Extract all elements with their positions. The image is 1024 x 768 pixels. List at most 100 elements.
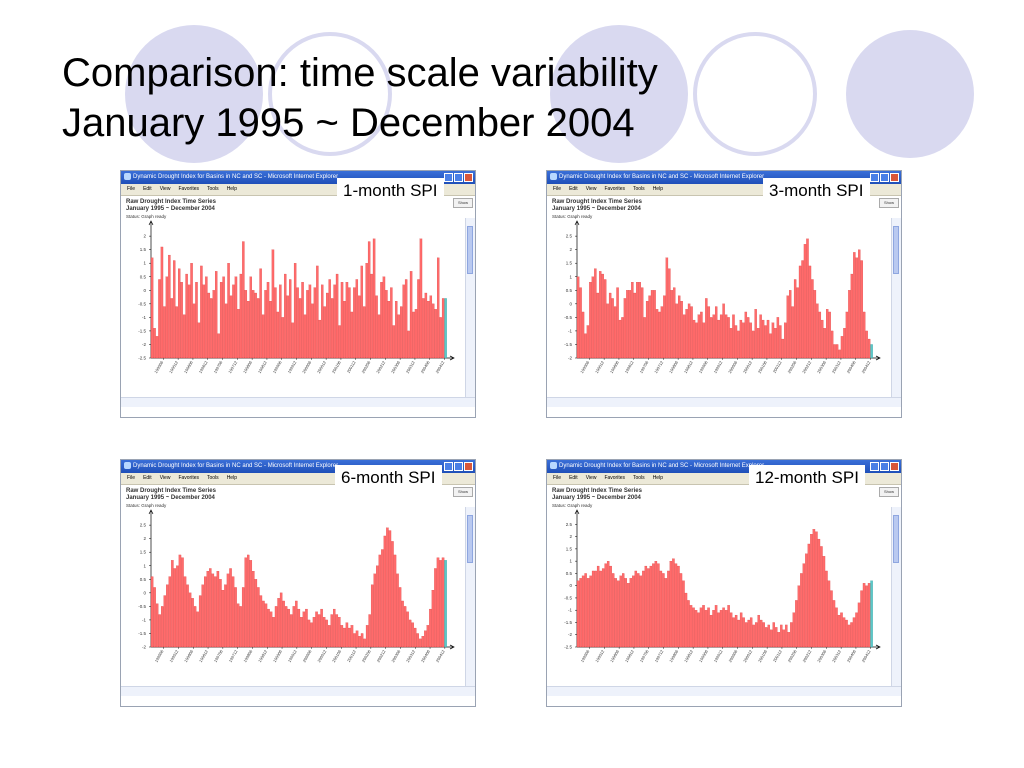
bar — [645, 301, 649, 359]
x-tick-label: 200012 — [742, 359, 753, 374]
bar — [766, 319, 770, 359]
bar — [386, 527, 389, 648]
menu-view[interactable]: View — [585, 186, 597, 192]
x-tick-label: 199906 — [272, 359, 283, 374]
scrollbar-thumb[interactable] — [893, 226, 899, 274]
bar — [419, 638, 422, 648]
bar — [729, 328, 733, 359]
bar — [378, 554, 382, 648]
minimize-button[interactable] — [444, 173, 453, 182]
bar — [692, 607, 695, 648]
menu-tools[interactable]: Tools — [633, 186, 645, 192]
menu-favorites[interactable]: Favorites — [178, 475, 199, 481]
vertical-scrollbar[interactable] — [465, 507, 475, 687]
vertical-scrollbar[interactable] — [891, 218, 901, 398]
bar — [690, 306, 693, 359]
browser-content: Raw Drought Index Time Series January 199… — [121, 196, 475, 407]
menu-edit[interactable]: Edit — [569, 475, 578, 481]
close-button[interactable] — [464, 173, 473, 182]
bar — [667, 570, 670, 648]
maximize-button[interactable] — [454, 173, 463, 182]
horizontal-scrollbar[interactable] — [121, 397, 475, 407]
x-tick-label: 200206 — [360, 359, 371, 374]
close-button[interactable] — [464, 462, 473, 471]
close-button[interactable] — [890, 462, 899, 471]
panel-12-month: Dynamic Drought Index for Basins in NC a… — [546, 459, 902, 707]
y-tick-label: 1 — [143, 563, 146, 568]
bar — [360, 633, 364, 648]
menu-favorites[interactable]: Favorites — [178, 186, 199, 192]
minimize-button[interactable] — [870, 462, 879, 471]
x-tick-label: 200212 — [376, 648, 387, 663]
maximize-button[interactable] — [454, 462, 463, 471]
bar — [653, 290, 656, 359]
bar — [660, 306, 664, 359]
maximize-button[interactable] — [880, 462, 889, 471]
menu-edit[interactable]: Edit — [143, 186, 152, 192]
bar — [737, 330, 740, 359]
bar — [584, 573, 587, 648]
scrollbar-thumb[interactable] — [893, 515, 899, 563]
show-button[interactable]: Show — [879, 198, 899, 208]
minimize-button[interactable] — [444, 462, 453, 471]
scrollbar-thumb[interactable] — [467, 515, 473, 563]
bar — [224, 584, 227, 648]
bar — [579, 287, 582, 359]
menu-view[interactable]: View — [159, 475, 171, 481]
menu-file[interactable]: File — [553, 186, 562, 192]
bar — [837, 614, 841, 648]
maximize-button[interactable] — [880, 173, 889, 182]
menu-tools[interactable]: Tools — [207, 186, 219, 192]
bar — [427, 301, 430, 359]
show-button[interactable]: Show — [453, 487, 473, 497]
bar — [604, 279, 607, 359]
browser-content: Raw Drought Index Time Series January 199… — [547, 485, 901, 696]
minimize-button[interactable] — [870, 173, 879, 182]
x-tick-label: 200306 — [816, 359, 827, 374]
menu-file[interactable]: File — [127, 186, 136, 192]
bar — [393, 554, 397, 648]
bar — [797, 585, 801, 648]
menu-edit[interactable]: Edit — [569, 186, 578, 192]
horizontal-scrollbar[interactable] — [121, 686, 475, 696]
menu-tools[interactable]: Tools — [633, 475, 645, 481]
menu-help[interactable]: Help — [652, 475, 663, 481]
menu-view[interactable]: View — [159, 186, 171, 192]
close-button[interactable] — [890, 173, 899, 182]
vertical-scrollbar[interactable] — [465, 218, 475, 398]
bar — [413, 627, 417, 648]
x-tick-label: 200406 — [420, 359, 431, 374]
menu-help[interactable]: Help — [226, 475, 237, 481]
bar — [749, 617, 753, 648]
spi-label-3-month: 3-month SPI — [763, 178, 870, 204]
bar — [182, 314, 186, 359]
menu-edit[interactable]: Edit — [143, 475, 152, 481]
spi-label-12-month: 12-month SPI — [749, 465, 865, 491]
vertical-scrollbar[interactable] — [891, 507, 901, 687]
horizontal-scrollbar[interactable] — [547, 397, 901, 407]
bar — [282, 600, 285, 648]
slide-title-line2: January 1995 ~ December 2004 — [62, 101, 635, 145]
menu-file[interactable]: File — [553, 475, 562, 481]
bar — [417, 279, 420, 359]
horizontal-scrollbar[interactable] — [547, 686, 901, 696]
menu-help[interactable]: Help — [226, 186, 237, 192]
menu-help[interactable]: Help — [652, 186, 663, 192]
bar — [724, 610, 728, 648]
menu-view[interactable]: View — [585, 475, 597, 481]
x-tick-label: 200412 — [435, 648, 446, 663]
bar — [759, 314, 762, 359]
menu-favorites[interactable]: Favorites — [604, 475, 625, 481]
bar — [852, 617, 856, 648]
menu-tools[interactable]: Tools — [207, 475, 219, 481]
show-button[interactable]: Show — [453, 198, 473, 208]
menu-favorites[interactable]: Favorites — [604, 186, 625, 192]
bar — [862, 583, 866, 648]
bar — [850, 622, 853, 648]
show-button[interactable]: Show — [879, 487, 899, 497]
bar — [680, 301, 683, 359]
scrollbar-thumb[interactable] — [467, 226, 473, 274]
bar — [168, 254, 171, 359]
menu-file[interactable]: File — [127, 475, 136, 481]
bar — [370, 273, 373, 359]
